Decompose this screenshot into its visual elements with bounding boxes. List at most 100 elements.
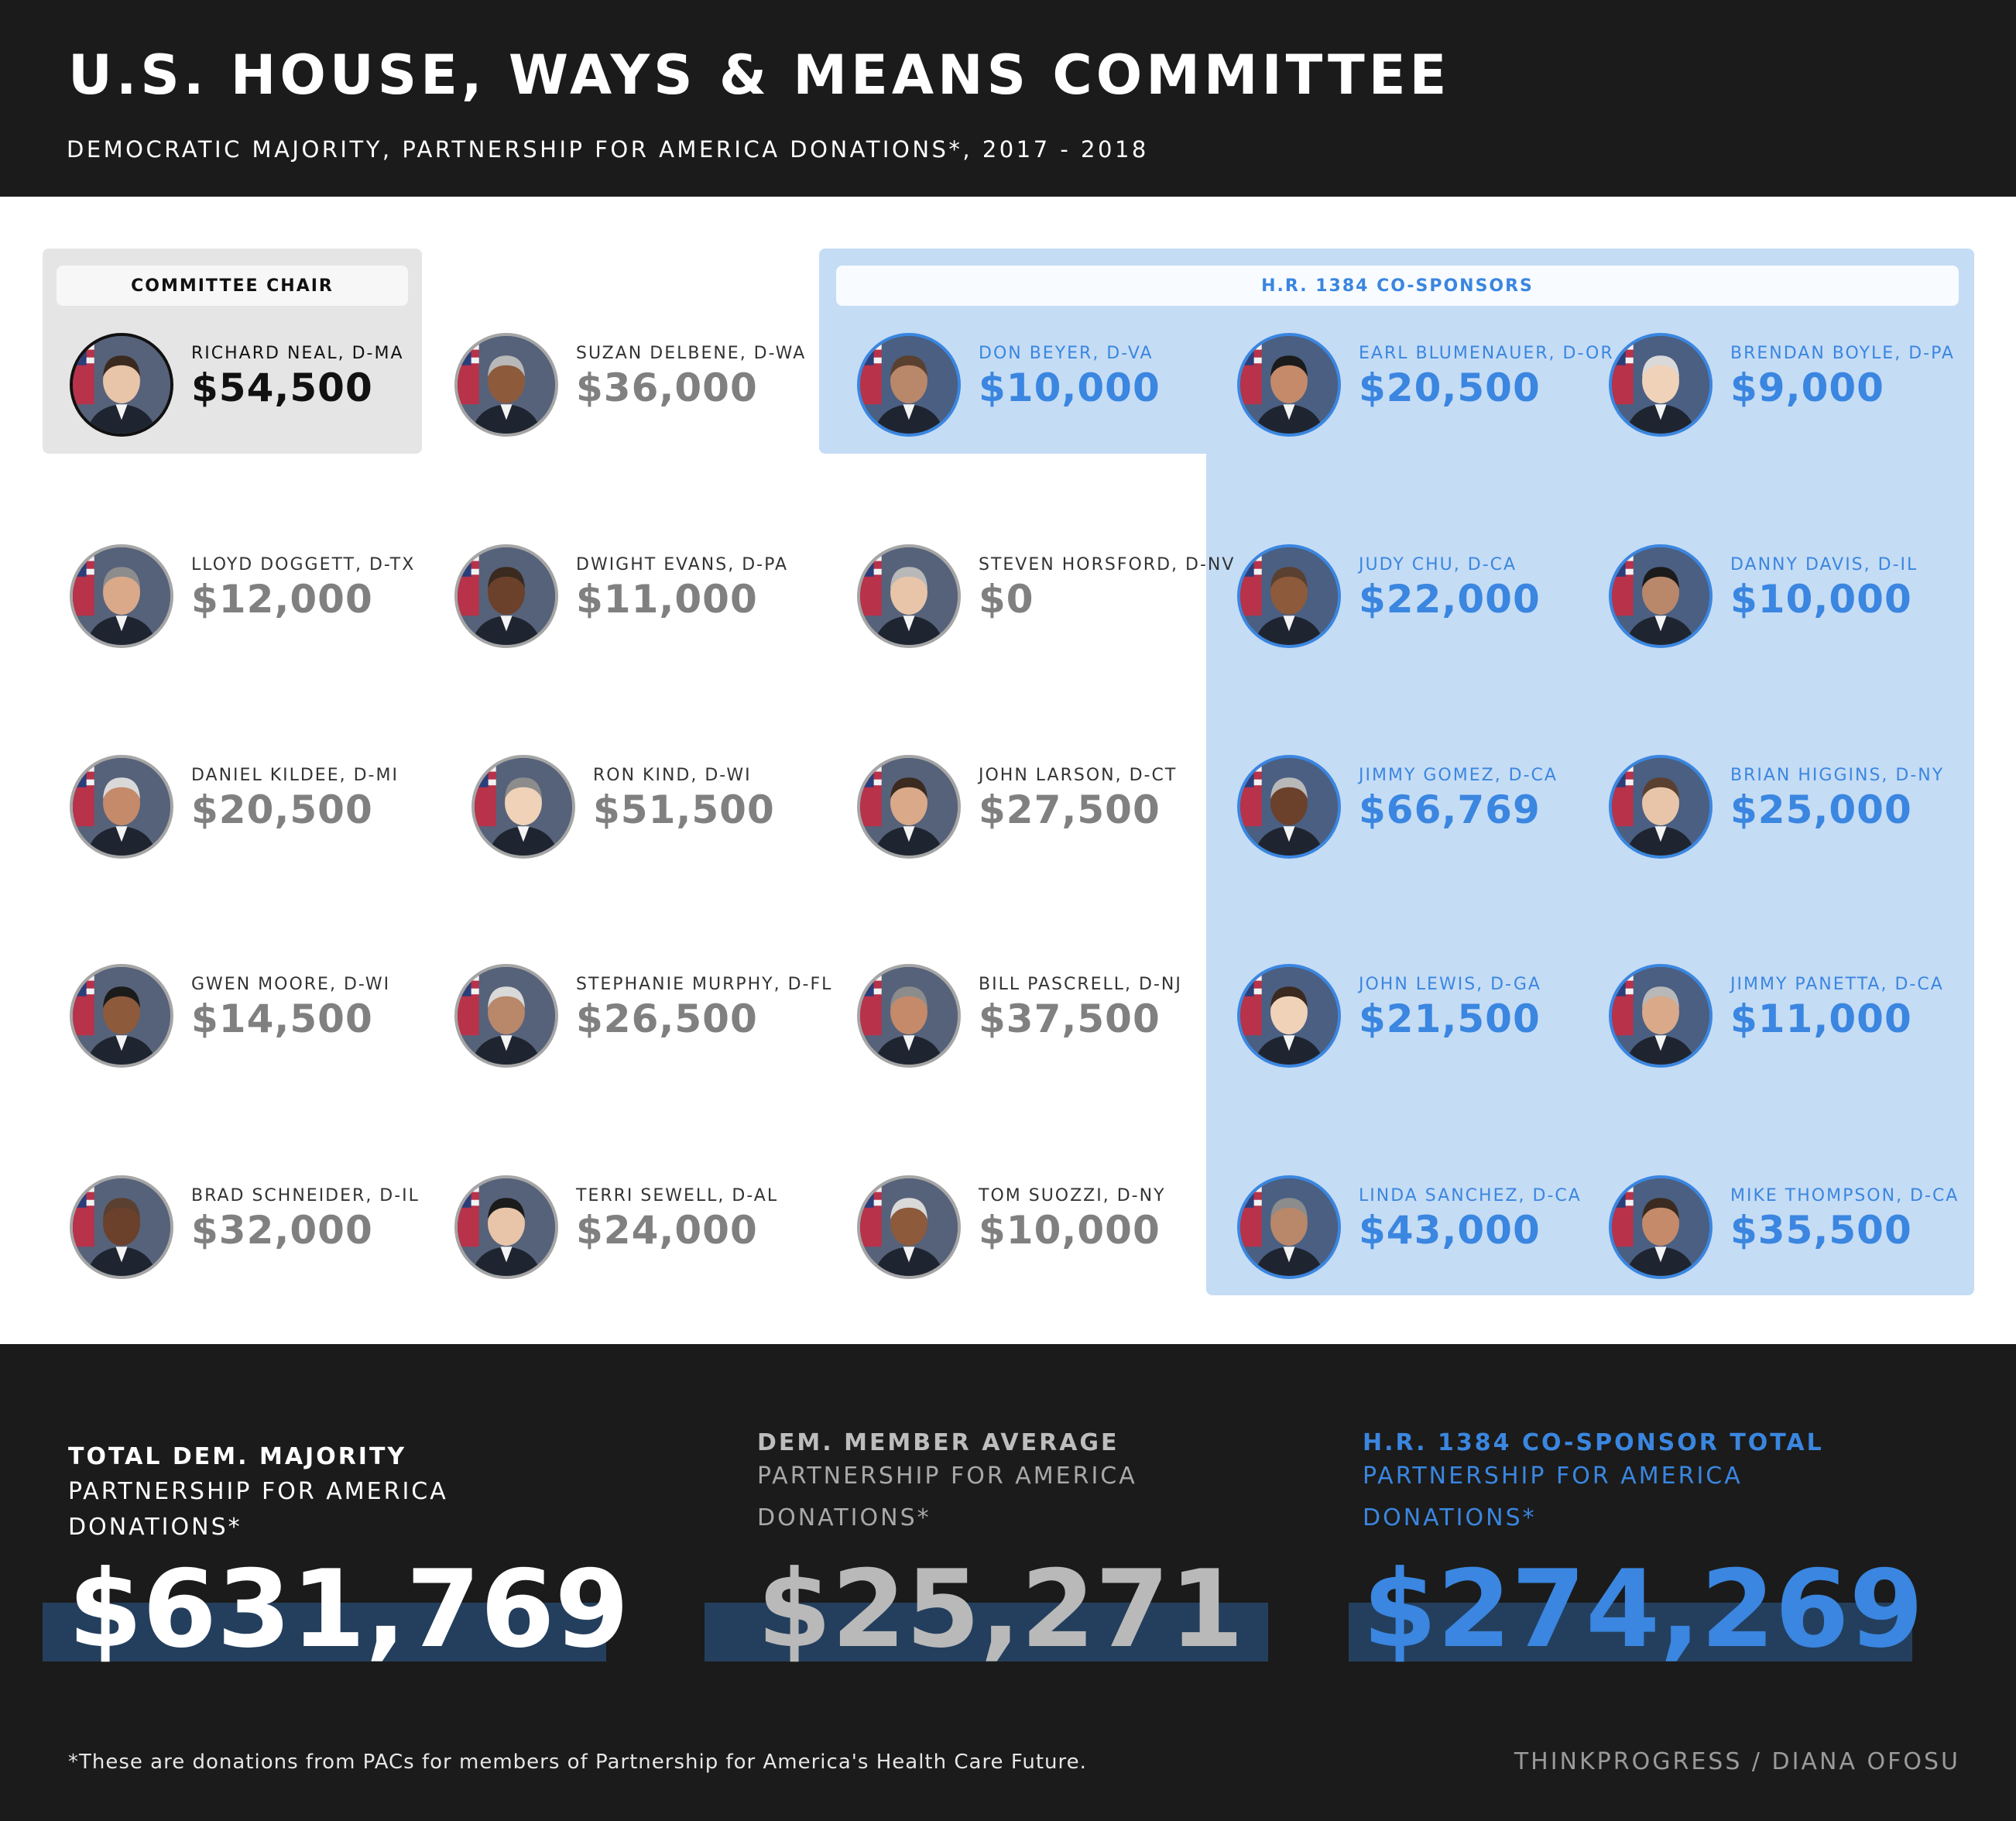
portrait-image xyxy=(1240,1178,1338,1276)
member-portrait xyxy=(857,1175,961,1279)
member-card: TOM SUOZZI, D-NY $10,000 xyxy=(857,1175,1221,1284)
member-donation-amount: $26,500 xyxy=(576,996,758,1041)
member-name: DWIGHT EVANS, D-PA xyxy=(576,555,788,574)
member-donation-amount: $32,000 xyxy=(191,1208,373,1253)
portrait-image xyxy=(860,967,958,1065)
member-donation-amount: $10,000 xyxy=(1730,577,1912,622)
stat-subtitle: PARTNERSHIP FOR AMERICA DONATIONS* xyxy=(1363,1463,1743,1531)
member-donation-amount: $21,500 xyxy=(1359,996,1541,1041)
member-name: TERRI SEWELL, D-AL xyxy=(576,1186,779,1205)
member-name: RON KIND, D-WI xyxy=(593,766,752,785)
portrait-image xyxy=(1612,1178,1709,1276)
member-donation-amount: $51,500 xyxy=(593,787,775,832)
stat-title: DEM. MEMBER AVERAGE xyxy=(757,1429,1119,1456)
portrait-image xyxy=(73,547,170,645)
member-donation-amount: $11,000 xyxy=(1730,996,1912,1041)
member-name: DANIEL KILDEE, D-MI xyxy=(191,766,399,785)
member-name: TOM SUOZZI, D-NY xyxy=(979,1186,1166,1205)
footer-summary: TOTAL DEM. MAJORITY PARTNERSHIP FOR AMER… xyxy=(0,1344,2016,1821)
page-subtitle: DEMOCRATIC MAJORITY, PARTNERSHIP FOR AME… xyxy=(67,136,1149,163)
member-donation-amount: $25,000 xyxy=(1730,787,1912,832)
member-donation-amount: $14,500 xyxy=(191,996,373,1041)
member-portrait xyxy=(857,964,961,1068)
member-card: SUZAN DELBENE, D-WA $36,000 xyxy=(454,333,818,441)
member-name: MIKE THOMPSON, D-CA xyxy=(1730,1186,1959,1205)
member-card: BRAD SCHNEIDER, D-IL $32,000 xyxy=(70,1175,434,1284)
member-donation-amount: $12,000 xyxy=(191,577,373,622)
member-name: BRENDAN BOYLE, D-PA xyxy=(1730,344,1955,363)
member-name: DANNY DAVIS, D-IL xyxy=(1730,555,1918,574)
stat-highlight-bar xyxy=(1349,1603,1912,1662)
stat-value: $631,769 xyxy=(68,1547,629,1672)
page-title: U.S. HOUSE, WAYS & MEANS COMMITTEE xyxy=(68,43,1451,107)
member-name: JOHN LARSON, D-CT xyxy=(979,766,1178,785)
member-donation-amount: $0 xyxy=(979,577,1034,622)
portrait-image xyxy=(860,758,958,856)
member-donation-amount: $54,500 xyxy=(191,365,373,410)
member-card: BILL PASCRELL, D-NJ $37,500 xyxy=(857,964,1221,1072)
member-card: DWIGHT EVANS, D-PA $11,000 xyxy=(454,544,818,653)
member-portrait xyxy=(454,964,558,1068)
member-portrait xyxy=(454,333,558,437)
member-name: SUZAN DELBENE, D-WA xyxy=(576,344,807,363)
stat-title: TOTAL DEM. MAJORITY xyxy=(68,1443,407,1470)
member-name: JOHN LEWIS, D-GA xyxy=(1359,975,1541,994)
member-portrait xyxy=(1609,964,1713,1068)
stat-subtitle: PARTNERSHIP FOR AMERICA DONATIONS* xyxy=(68,1478,448,1541)
member-donation-amount: $9,000 xyxy=(1730,365,1884,410)
member-card: JIMMY PANETTA, D-CA $11,000 xyxy=(1609,964,1973,1072)
member-portrait xyxy=(70,544,173,648)
member-card: JIMMY GOMEZ, D-CA $66,769 xyxy=(1237,755,1601,863)
member-donation-amount: $35,500 xyxy=(1730,1208,1912,1253)
committee-chair-label: COMMITTEE CHAIR xyxy=(57,266,408,306)
portrait-image xyxy=(73,336,170,434)
footnote: *These are donations from PACs for membe… xyxy=(68,1751,1087,1774)
member-portrait xyxy=(1609,1175,1713,1279)
member-card: JOHN LEWIS, D-GA $21,500 xyxy=(1237,964,1601,1072)
member-portrait xyxy=(471,755,575,859)
member-donation-amount: $36,000 xyxy=(576,365,758,410)
member-card: STEPHANIE MURPHY, D-FL $26,500 xyxy=(454,964,831,1072)
member-name: BILL PASCRELL, D-NJ xyxy=(979,975,1182,994)
member-card: STEVEN HORSFORD, D-NV $0 xyxy=(857,544,1233,653)
member-portrait xyxy=(857,544,961,648)
member-portrait xyxy=(857,333,961,437)
member-card: RICHARD NEAL, D-MA $54,500 xyxy=(70,333,434,441)
portrait-image xyxy=(73,967,170,1065)
member-portrait xyxy=(1237,1175,1341,1279)
member-donation-amount: $43,000 xyxy=(1359,1208,1541,1253)
portrait-image xyxy=(458,547,555,645)
member-portrait xyxy=(1609,544,1713,648)
member-donation-amount: $66,769 xyxy=(1359,787,1541,832)
member-donation-amount: $20,500 xyxy=(191,787,373,832)
member-card: TERRI SEWELL, D-AL $24,000 xyxy=(454,1175,818,1284)
member-card: GWEN MOORE, D-WI $14,500 xyxy=(70,964,434,1072)
portrait-image xyxy=(73,758,170,856)
member-donation-amount: $24,000 xyxy=(576,1208,758,1253)
member-portrait xyxy=(1237,333,1341,437)
portrait-image xyxy=(1240,758,1338,856)
member-name: BRIAN HIGGINS, D-NY xyxy=(1730,766,1945,785)
member-portrait xyxy=(1609,755,1713,859)
portrait-image xyxy=(860,1178,958,1276)
portrait-image xyxy=(1612,967,1709,1065)
member-portrait xyxy=(70,964,173,1068)
member-donation-amount: $10,000 xyxy=(979,365,1161,410)
portrait-image xyxy=(1612,758,1709,856)
member-donation-amount: $20,500 xyxy=(1359,365,1541,410)
member-card: RON KIND, D-WI $51,500 xyxy=(471,755,835,863)
member-card: EARL BLUMENAUER, D-OR $20,500 xyxy=(1237,333,1613,441)
member-name: GWEN MOORE, D-WI xyxy=(191,975,391,994)
member-card: JUDY CHU, D-CA $22,000 xyxy=(1237,544,1601,653)
member-donation-amount: $11,000 xyxy=(576,577,758,622)
member-name: EARL BLUMENAUER, D-OR xyxy=(1359,344,1614,363)
credit-line: THINKPROGRESS / DIANA OFOSU xyxy=(1514,1748,1960,1775)
member-donation-amount: $22,000 xyxy=(1359,577,1541,622)
portrait-image xyxy=(458,1178,555,1276)
member-name: DON BEYER, D-VA xyxy=(979,344,1154,363)
member-portrait xyxy=(70,1175,173,1279)
member-name: BRAD SCHNEIDER, D-IL xyxy=(191,1186,420,1205)
stat-highlight-bar xyxy=(705,1603,1268,1662)
member-card: DANNY DAVIS, D-IL $10,000 xyxy=(1609,544,1973,653)
member-card: BRIAN HIGGINS, D-NY $25,000 xyxy=(1609,755,1973,863)
